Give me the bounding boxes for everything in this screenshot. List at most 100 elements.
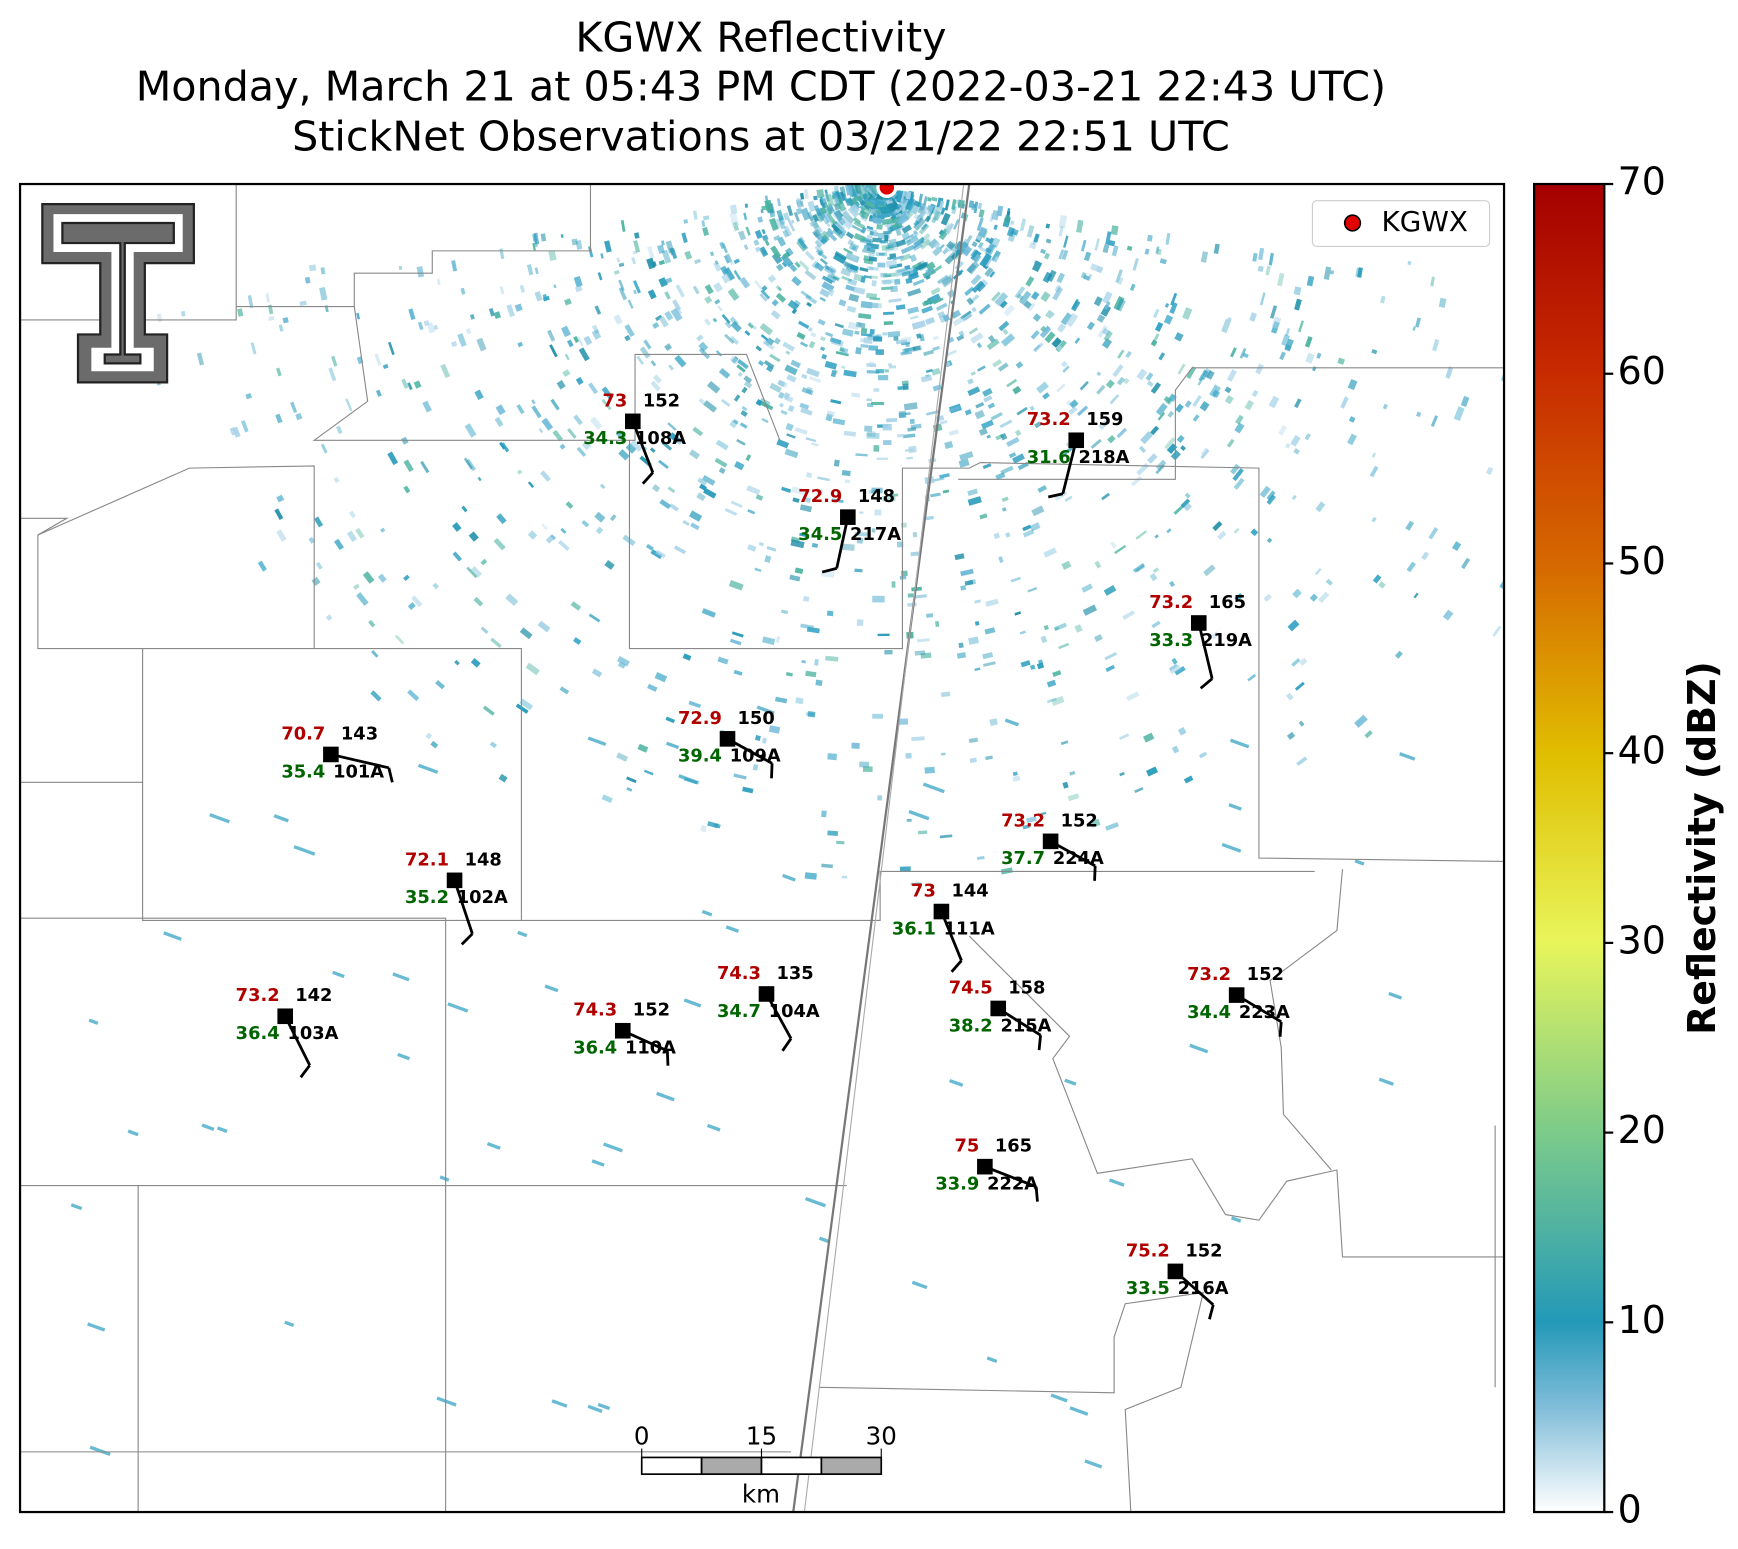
- echo: [769, 382, 782, 393]
- colorbar-gradient: [1533, 182, 1606, 1514]
- echo: [1105, 664, 1116, 672]
- echo: [1025, 276, 1035, 287]
- echo: [1110, 225, 1119, 236]
- echo: [721, 314, 731, 324]
- echo: [847, 205, 860, 218]
- echo: [1316, 352, 1322, 359]
- echo: [564, 298, 572, 306]
- echo: [1060, 312, 1073, 326]
- echo: [920, 223, 928, 231]
- echo: [550, 398, 560, 411]
- echo: [688, 700, 702, 709]
- echo: [1149, 573, 1158, 582]
- echo: [847, 321, 860, 330]
- echo: [800, 192, 805, 200]
- echo: [816, 488, 824, 496]
- echo: [784, 394, 794, 403]
- echo: [1201, 370, 1209, 381]
- echo: [761, 417, 769, 424]
- echo: [786, 433, 796, 439]
- echo: [1210, 631, 1220, 640]
- echo: [1430, 415, 1439, 427]
- echo: [873, 445, 880, 452]
- echo: [1197, 377, 1204, 386]
- echo: [1069, 1406, 1089, 1416]
- echo: [905, 234, 919, 247]
- echo: [505, 593, 519, 607]
- echo: [753, 239, 760, 246]
- echo: [1076, 219, 1084, 233]
- echo: [827, 227, 834, 235]
- echo: [841, 347, 849, 355]
- echo: [729, 204, 738, 215]
- echo: [855, 453, 868, 457]
- echo: [861, 248, 876, 255]
- echo: [1064, 1078, 1077, 1086]
- echo: [1004, 718, 1020, 727]
- echo: [1094, 634, 1103, 643]
- echo: [986, 338, 1000, 350]
- echo: [729, 335, 740, 345]
- echo: [982, 387, 993, 397]
- echo: [800, 207, 811, 221]
- echo: [860, 275, 866, 283]
- echo: [968, 327, 979, 335]
- echo: [814, 262, 825, 272]
- echo: [1180, 498, 1191, 508]
- echo: [594, 305, 602, 315]
- wind-barb-flag: [1199, 677, 1214, 690]
- echo: [654, 671, 668, 683]
- echo: [971, 306, 977, 313]
- echo: [1169, 580, 1176, 588]
- echo: [986, 434, 991, 439]
- echo: [1060, 740, 1069, 746]
- echo: [917, 202, 926, 215]
- echo: [888, 298, 902, 303]
- echo: [1129, 283, 1136, 292]
- echo: [576, 446, 587, 457]
- echo: [604, 559, 615, 570]
- echo: [394, 634, 405, 645]
- echo: [843, 430, 857, 437]
- echo: [714, 260, 719, 265]
- echo: [833, 459, 840, 467]
- echo: [1166, 528, 1172, 534]
- echo: [821, 353, 828, 360]
- echo: [852, 195, 861, 203]
- echo: [854, 531, 869, 537]
- echo: [991, 291, 1001, 302]
- echo: [692, 210, 698, 220]
- echo: [834, 322, 844, 329]
- station-value: 150: [738, 708, 775, 729]
- echo: [966, 262, 977, 274]
- echo: [594, 511, 606, 523]
- echo: [353, 583, 360, 590]
- echo: [733, 773, 747, 780]
- echo: [657, 244, 665, 254]
- echo: [1428, 527, 1439, 540]
- echo: [862, 193, 869, 200]
- echo: [1198, 751, 1208, 759]
- echo: [738, 230, 747, 241]
- echo: [917, 638, 930, 643]
- echo: [941, 276, 954, 288]
- echo: [978, 303, 991, 315]
- echo: [1233, 527, 1240, 534]
- echo: [382, 363, 389, 370]
- echo: [1174, 332, 1184, 342]
- echo: [966, 297, 974, 306]
- echo: [692, 285, 700, 295]
- echo: [1008, 452, 1017, 459]
- echo: [931, 196, 938, 202]
- echo: [1209, 384, 1221, 398]
- echo: [1028, 242, 1037, 250]
- echo: [755, 494, 764, 501]
- station-marker: [323, 746, 339, 763]
- echo: [875, 368, 885, 374]
- echo: [925, 515, 934, 521]
- station-id: 223A: [1239, 1002, 1290, 1023]
- echo: [868, 489, 877, 494]
- echo: [868, 361, 875, 368]
- echo: [764, 239, 770, 246]
- echo: [873, 198, 884, 206]
